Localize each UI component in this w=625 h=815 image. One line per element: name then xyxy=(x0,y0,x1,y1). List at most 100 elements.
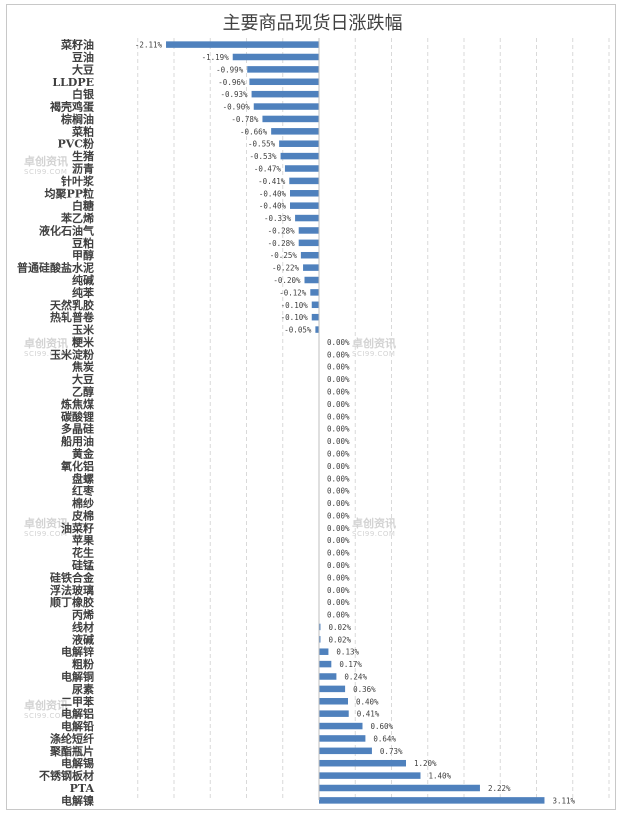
category-label: 硅铁合金 xyxy=(50,570,95,584)
data-label: 0.00% xyxy=(327,573,350,582)
data-label: 1.40% xyxy=(429,772,452,781)
data-label: -0.40% xyxy=(259,189,287,198)
category-label: 皮棉 xyxy=(71,508,94,522)
category-label: 炼焦煤 xyxy=(61,397,95,411)
data-label: -0.10% xyxy=(281,301,309,310)
bar xyxy=(303,264,319,271)
category-label: 花生 xyxy=(72,546,94,560)
category-label: 甲醇 xyxy=(72,248,94,262)
data-label: 0.00% xyxy=(327,586,350,595)
category-label: 白糖 xyxy=(72,199,94,213)
data-label: -0.93% xyxy=(220,90,248,99)
chart-title: 主要商品现货日涨跌幅 xyxy=(222,13,403,34)
category-label: 不锈钢板材 xyxy=(39,769,94,783)
bar xyxy=(300,251,319,259)
category-label: 菜籽油 xyxy=(60,38,94,52)
category-label: 乙醇 xyxy=(72,385,94,399)
data-label: 0.02% xyxy=(328,623,351,632)
bar xyxy=(319,747,372,755)
bar xyxy=(290,190,319,197)
category-label: 多晶硅 xyxy=(61,422,94,436)
category-label: 玉米淀粉 xyxy=(50,347,94,361)
category-label: 粳米 xyxy=(71,335,95,349)
category-label: 热轧普卷 xyxy=(50,310,95,324)
bar xyxy=(319,648,329,655)
data-label: -0.33% xyxy=(264,214,292,223)
bar xyxy=(319,735,366,742)
category-label: 普通硅酸盐水泥 xyxy=(17,261,94,275)
category-label: 均聚PP粒 xyxy=(44,186,94,200)
category-label: 针叶浆 xyxy=(61,174,95,188)
data-label: 0.00% xyxy=(327,549,350,558)
bar xyxy=(319,722,363,730)
bar xyxy=(319,710,349,717)
data-label: -0.66% xyxy=(240,127,268,136)
data-label: 0.00% xyxy=(327,350,350,359)
category-label: 盘螺 xyxy=(72,471,94,485)
data-label: 0.00% xyxy=(327,412,350,421)
category-label: 电解铝 xyxy=(61,707,94,721)
data-label: 0.00% xyxy=(327,400,350,409)
category-label: 褐壳鸡蛋 xyxy=(49,100,95,114)
data-label: 0.00% xyxy=(327,388,350,397)
bar xyxy=(319,623,321,631)
category-label: 电解锌 xyxy=(61,645,94,659)
data-label: 0.00% xyxy=(327,425,350,434)
data-label: 0.60% xyxy=(371,722,394,731)
category-label: 纯苯 xyxy=(72,285,95,299)
bar xyxy=(251,90,319,98)
category-label: 电解锡 xyxy=(61,756,94,770)
data-label: 0.00% xyxy=(327,462,350,471)
bar xyxy=(319,797,545,804)
bar xyxy=(310,289,319,296)
bar xyxy=(166,41,319,48)
data-label: -0.41% xyxy=(258,177,286,186)
bar xyxy=(295,214,319,222)
data-label: 0.00% xyxy=(327,474,350,483)
bar xyxy=(280,152,319,160)
data-label: 2.22% xyxy=(488,784,511,793)
data-label: -0.10% xyxy=(281,313,309,322)
data-label: 0.00% xyxy=(327,363,350,372)
data-label: -0.55% xyxy=(248,140,276,149)
category-label: 玉米 xyxy=(72,323,95,337)
category-label: 苹果 xyxy=(72,533,94,547)
category-label: LLDPE xyxy=(52,76,94,89)
category-label: 红枣 xyxy=(72,484,95,498)
data-label: -0.96% xyxy=(218,78,246,87)
data-label: 0.40% xyxy=(356,697,379,706)
data-label: 0.24% xyxy=(344,672,367,681)
category-label: 苯乙烯 xyxy=(60,211,94,225)
data-label: 0.00% xyxy=(327,611,350,620)
category-label: 棉纱 xyxy=(72,496,94,510)
data-label: 0.00% xyxy=(327,536,350,545)
data-label: -0.28% xyxy=(268,226,296,235)
data-label: -0.12% xyxy=(279,288,307,297)
category-label: 线材 xyxy=(72,620,94,634)
category-label: 电解镍 xyxy=(61,793,94,807)
category-label: PVC粉 xyxy=(57,137,94,151)
bar xyxy=(284,165,319,172)
category-label: 尿素 xyxy=(72,682,94,696)
category-label: 顺丁橡胶 xyxy=(50,595,94,609)
data-label: 3.11% xyxy=(552,796,575,805)
category-label: 粗粉 xyxy=(72,657,94,671)
data-label: 0.00% xyxy=(327,511,350,520)
data-label: 0.00% xyxy=(327,449,350,458)
data-label: -2.11% xyxy=(135,41,163,50)
category-label: 浮法玻璃 xyxy=(50,583,94,597)
category-label: 大豆 xyxy=(72,62,94,76)
data-label: 0.00% xyxy=(327,338,350,347)
data-label: -0.90% xyxy=(223,103,251,112)
category-label: 棕榈油 xyxy=(60,112,94,126)
data-label: 0.17% xyxy=(339,660,362,669)
category-label: 液化石油气 xyxy=(39,223,94,237)
bar xyxy=(311,313,319,321)
bar xyxy=(290,202,319,209)
category-label: 天然乳胶 xyxy=(50,298,94,312)
bar xyxy=(311,301,319,309)
bar xyxy=(249,78,319,86)
data-label: -0.22% xyxy=(272,264,300,273)
data-label: -0.53% xyxy=(249,152,277,161)
